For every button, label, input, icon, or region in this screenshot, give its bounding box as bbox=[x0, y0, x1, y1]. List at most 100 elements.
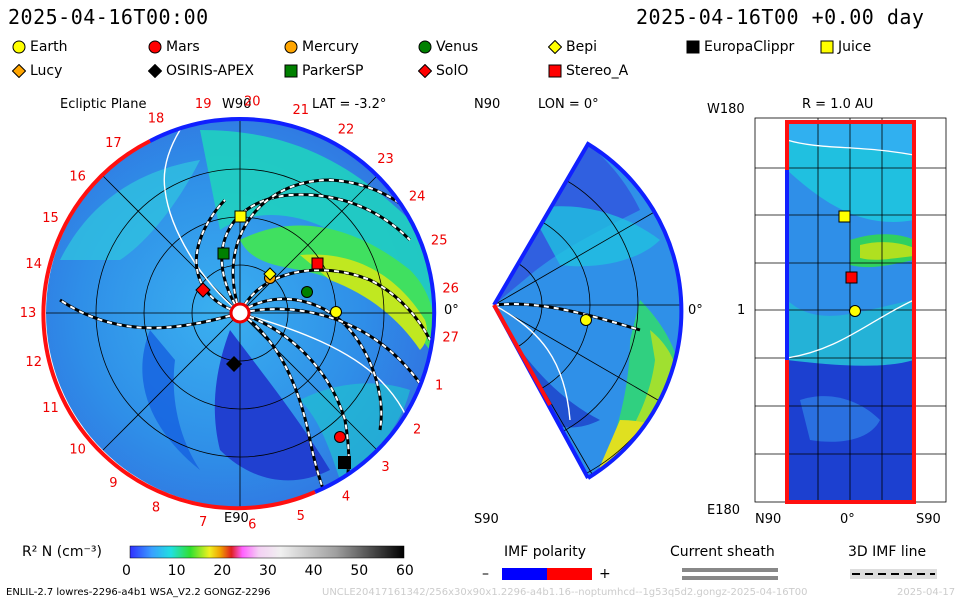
carrington-label: 26 bbox=[442, 281, 459, 296]
colorbar-label: R² N (cm⁻³) bbox=[22, 544, 102, 560]
current-sheath-sample bbox=[682, 568, 778, 580]
colorbar-tick-label: 20 bbox=[213, 563, 232, 579]
carrington-label: 16 bbox=[69, 170, 86, 185]
legend-bepi: Bepi bbox=[548, 39, 597, 55]
carrington-label: 12 bbox=[25, 355, 42, 370]
circle-marker-icon bbox=[418, 40, 432, 54]
carrington-label: 21 bbox=[293, 103, 310, 118]
density-colorbar bbox=[129, 545, 405, 559]
carrington-label: 22 bbox=[338, 122, 355, 137]
carrington-label: 19 bbox=[195, 97, 212, 112]
colorbar-tick-label: 0 bbox=[122, 563, 131, 579]
imf-line-sample bbox=[850, 569, 937, 579]
carrington-longitude-labels: 19 20212223242526271234567891011121314151… bbox=[20, 94, 459, 532]
earth-marker bbox=[330, 306, 342, 318]
ecliptic-zero-label: 0° bbox=[444, 303, 459, 318]
legend-label: OSIRIS-APEX bbox=[166, 63, 254, 79]
legend-earth: Earth bbox=[12, 39, 68, 55]
legend-solo: SolO bbox=[418, 63, 468, 79]
legend-label: Bepi bbox=[566, 39, 597, 55]
date-left: 2025-04-16T00:00 bbox=[8, 5, 209, 29]
legend-label: Stereo_A bbox=[566, 63, 629, 79]
e180-label: E180 bbox=[707, 503, 741, 518]
colorbar-tick-label: 10 bbox=[167, 563, 186, 579]
footer-run-id: UNCLE20417161342/256x30x90x1.2296-a4b1.1… bbox=[322, 587, 808, 598]
osiris-apex-marker bbox=[226, 356, 242, 372]
colorbar-tick-label: 60 bbox=[396, 563, 414, 579]
legend-stereo-a: Stereo_A bbox=[548, 63, 628, 79]
legend-mercury: Mercury bbox=[284, 39, 359, 55]
legend-label: Mercury bbox=[302, 39, 359, 55]
r-label: R = 1.0 AU bbox=[802, 97, 874, 112]
circle-marker-icon bbox=[148, 40, 162, 54]
diamond-marker-icon bbox=[548, 40, 562, 54]
radial-earth-marker bbox=[849, 305, 861, 317]
carrington-label: 7 bbox=[199, 515, 207, 530]
legend-label: SolO bbox=[436, 63, 469, 79]
carrington-label: 23 bbox=[377, 152, 394, 167]
meridional-zero-label: 0° bbox=[688, 303, 703, 318]
europaclipper-marker bbox=[338, 456, 351, 469]
bepi-marker bbox=[263, 267, 277, 281]
imf-polarity-title: IMF polarity bbox=[504, 544, 587, 560]
legend-label: Lucy bbox=[30, 63, 63, 79]
legend-lucy: Lucy bbox=[12, 63, 62, 79]
carrington-label: 14 bbox=[25, 257, 42, 272]
legend-europaclippr: EuropaClippr bbox=[686, 39, 794, 55]
radial-s90-label: S90 bbox=[916, 512, 941, 527]
carrington-label: 6 bbox=[248, 518, 256, 533]
carrington-label: 20 bbox=[244, 94, 261, 109]
stereo-a-marker bbox=[311, 257, 324, 270]
mars-marker bbox=[334, 431, 346, 443]
radial-juice-marker bbox=[838, 210, 851, 223]
carrington-label: 24 bbox=[409, 190, 426, 205]
w180-label: W180 bbox=[707, 102, 745, 117]
legend-osiris-apex: OSIRIS-APEX bbox=[148, 63, 254, 79]
square-marker-icon bbox=[284, 64, 298, 78]
w90-label: W90 bbox=[222, 97, 252, 112]
imf-plus-label: + bbox=[599, 566, 611, 582]
imf-line-title: 3D IMF line bbox=[848, 544, 927, 560]
circle-marker-icon bbox=[12, 40, 26, 54]
diamond-marker-icon bbox=[148, 64, 162, 78]
carrington-label: 17 bbox=[105, 136, 122, 151]
carrington-label: 13 bbox=[20, 306, 37, 321]
colorbar-tick-label: 30 bbox=[259, 563, 277, 579]
carrington-label: 3 bbox=[381, 460, 389, 475]
imf-minus-label: – bbox=[482, 566, 489, 582]
legend-label: EuropaClippr bbox=[704, 39, 795, 55]
carrington-label: 4 bbox=[342, 490, 350, 505]
imf-polarity-bar bbox=[502, 568, 592, 580]
s90-label: S90 bbox=[474, 512, 499, 527]
square-marker-icon bbox=[548, 64, 562, 78]
carrington-label: 27 bbox=[442, 331, 459, 346]
parkersp-marker bbox=[217, 247, 230, 260]
current-sheath-title: Current sheath bbox=[670, 544, 775, 560]
legend-label: ParkerSP bbox=[302, 63, 364, 79]
legend-mars: Mars bbox=[148, 39, 200, 55]
radial-mid-label: 1 bbox=[737, 303, 746, 318]
lon-label: LON = 0° bbox=[538, 97, 599, 112]
lat-label: LAT = -3.2° bbox=[312, 97, 387, 112]
e90-label: E90 bbox=[224, 511, 249, 526]
radial-zero-label: 0° bbox=[840, 512, 855, 527]
carrington-label: 25 bbox=[431, 234, 448, 249]
ecliptic-plane bbox=[41, 116, 437, 511]
diamond-marker-icon bbox=[418, 64, 432, 78]
footer-model-info: ENLIL-2.7 lowres-2296-a4b1 WSA_V2.2 GONG… bbox=[6, 587, 271, 598]
carrington-label: 1 bbox=[435, 379, 443, 394]
legend-label: Mars bbox=[166, 39, 200, 55]
carrington-label: 18 bbox=[148, 111, 165, 126]
colorbar-tick-label: 50 bbox=[350, 563, 369, 579]
legend-parkersp: ParkerSP bbox=[284, 63, 363, 79]
legend-juice: Juice bbox=[820, 39, 871, 55]
legend-label: Earth bbox=[30, 39, 68, 55]
carrington-label: 15 bbox=[42, 211, 59, 226]
circle-marker-icon bbox=[284, 40, 298, 54]
ecliptic-title: Ecliptic Plane bbox=[60, 97, 147, 112]
meridional-earth-marker bbox=[580, 314, 592, 326]
venus-marker bbox=[301, 286, 313, 298]
carrington-label: 8 bbox=[152, 501, 160, 516]
carrington-label: 9 bbox=[109, 476, 117, 491]
diamond-marker-icon bbox=[12, 64, 26, 78]
